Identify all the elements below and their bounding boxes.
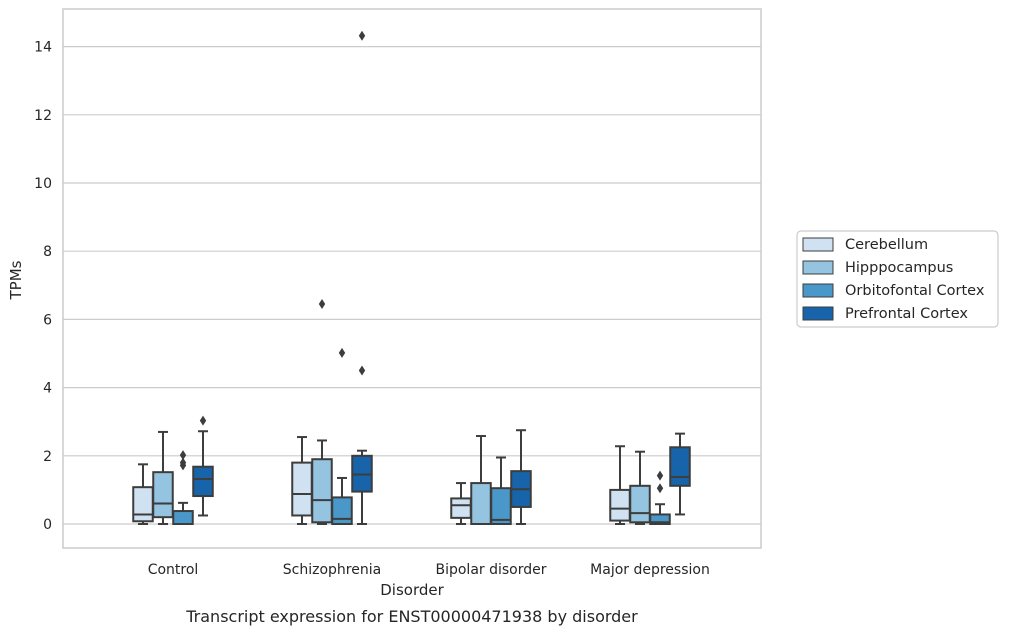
box-3-3 <box>669 432 691 516</box>
legend-label: Orbitofontal Cortex <box>845 283 985 299</box>
legend-swatch <box>802 260 834 275</box>
iqr-box <box>132 486 154 523</box>
box-0-2 <box>450 482 472 525</box>
iqr-box <box>649 513 671 526</box>
box-1-3 <box>629 450 651 525</box>
x-axis-ticks: Control Schizophrenia Bipolar disorder Majo… <box>148 562 710 578</box>
box-3-0 <box>192 415 214 517</box>
iqr-box <box>629 484 651 524</box>
chart-caption: Transcript expression for ENST0000047193… <box>185 607 638 626</box>
box-0-0 <box>132 463 154 525</box>
iqr-box <box>609 488 631 522</box>
y-tick-label: 4 <box>43 381 52 397</box>
outlier-point <box>318 299 326 310</box>
box-2-3 <box>649 470 671 526</box>
legend-frame <box>796 230 999 328</box>
box-1-2 <box>470 435 492 525</box>
legend-label: Prefrontal Cortex <box>845 306 968 322</box>
iqr-box <box>172 510 194 525</box>
legend-swatch <box>802 306 834 321</box>
outlier-point <box>358 365 366 376</box>
iqr-box <box>669 446 691 487</box>
iqr-box <box>331 496 353 526</box>
legend-swatch <box>802 283 834 298</box>
box-3-1 <box>351 30 373 525</box>
iqr-box <box>291 461 313 517</box>
iqr-box <box>450 497 472 519</box>
outlier-point <box>656 470 664 481</box>
y-axis-label: TPMs <box>7 260 25 300</box>
y-tick-label: 12 <box>34 108 52 124</box>
y-axis-ticks: 0 2 4 6 8 10 12 14 <box>34 40 52 533</box>
box-2-0 <box>172 450 194 525</box>
outlier-point <box>179 457 187 468</box>
y-tick-label: 8 <box>43 244 52 260</box>
box-plot-area <box>132 30 691 526</box>
x-tick-label: Bipolar disorder <box>435 562 546 578</box>
y-tick-label: 6 <box>43 312 52 328</box>
outlier-point <box>179 450 187 461</box>
x-tick-label: Major depression <box>590 562 710 578</box>
x-tick-label: Schizophrenia <box>283 562 381 578</box>
box-0-1 <box>291 436 313 525</box>
legend: Cerebellum Hipppocampus Orbitofontal Corte… <box>796 230 999 328</box>
iqr-box <box>192 465 214 498</box>
box-3-2 <box>510 429 532 525</box>
plot-frame <box>62 8 762 549</box>
box-2-2 <box>490 456 512 526</box>
y-tick-label: 0 <box>43 517 52 533</box>
y-tick-label: 2 <box>43 449 52 465</box>
legend-label: Cerebellum <box>845 237 928 253</box>
box-0-3 <box>609 445 631 525</box>
box-1-0 <box>152 430 174 525</box>
outlier-point <box>338 347 346 358</box>
x-tick-label: Control <box>148 562 199 578</box>
iqr-box <box>490 487 512 526</box>
y-tick-label: 10 <box>34 176 52 192</box>
outlier-point <box>199 415 207 426</box>
outlier-point <box>358 30 366 41</box>
grid-lines <box>63 45 761 525</box>
legend-label: Hipppocampus <box>845 260 953 276</box>
box-2-1 <box>331 347 353 526</box>
box-1-1 <box>311 299 333 525</box>
y-tick-label: 14 <box>34 40 52 56</box>
outlier-point <box>656 483 664 494</box>
iqr-box <box>152 471 174 519</box>
iqr-box <box>311 458 333 524</box>
x-axis-label: Disorder <box>380 581 444 599</box>
iqr-box <box>470 482 492 525</box>
legend-swatch <box>802 237 834 252</box>
